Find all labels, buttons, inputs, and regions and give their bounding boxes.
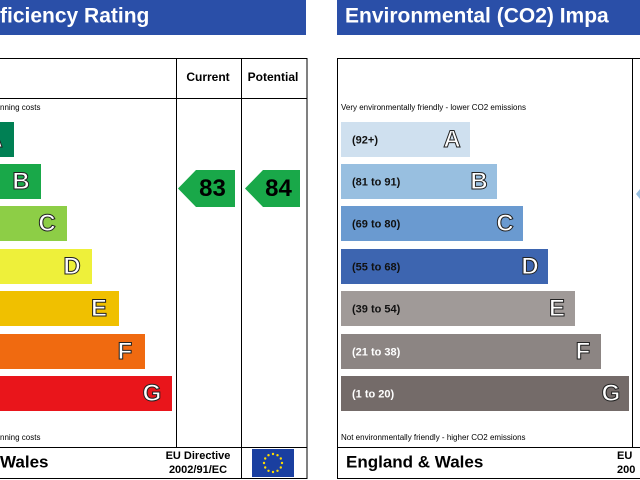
band-letter: B [470,168,487,195]
band-range: (92+) [352,134,378,146]
band-range: (81 to 91) [352,176,401,188]
top-note: Very environmentally friendly - lower CO… [341,103,526,112]
rating-band [341,334,601,369]
rating-band [0,249,92,284]
top-note: nning costs [0,103,40,112]
band-letter: B [12,168,29,195]
rating-value: 83 [199,175,226,202]
eu-star [262,461,266,465]
title-bar [0,0,306,35]
eu-star [279,466,282,469]
eu-stars [262,452,284,474]
rating-arrow [245,170,300,207]
rating-band [341,122,470,157]
rating-band [0,122,14,157]
left-title: ficiency Rating [0,5,149,28]
rating-value: 84 [265,175,292,202]
footer-directive: 200 [617,464,635,476]
rating-band [0,164,41,199]
eu-star [280,461,284,465]
band-letter: F [576,338,591,365]
right-title: Environmental (CO2) Impa [345,5,609,28]
rating-band [0,334,145,369]
band-letter: A [443,126,460,153]
band-letter: C [496,210,513,237]
footer-directive: EU [617,450,632,462]
column-header: Potential [248,70,299,84]
column-header: Current [186,70,229,84]
rating-band [341,291,575,326]
rating-band [341,206,523,241]
bottom-note: Not environmentally friendly - higher CO… [341,433,526,442]
eu-star [264,466,267,469]
band-range: (55 to 68) [352,261,401,273]
band-letter: A [0,126,3,153]
eu-star [271,470,275,474]
arrow-fragment [636,189,640,199]
band-letter: D [521,253,538,280]
band-letter: G [143,380,162,407]
rating-band [341,164,497,199]
eu-star [267,469,270,472]
band-range: (1 to 20) [352,388,395,400]
footer-directive: 2002/91/EC [169,464,227,476]
eu-star [279,457,282,460]
rating-band [341,376,629,411]
rating-band [0,206,67,241]
eu-star [276,469,279,472]
band-range: (21 to 38) [352,346,401,358]
band-range: (39 to 54) [352,303,401,315]
eu-star [267,454,270,457]
eu-star [276,454,279,457]
bottom-note: nning costs [0,433,40,442]
band-letter: E [91,295,107,322]
rating-band [341,249,548,284]
band-letter: D [63,253,80,280]
band-letter: F [118,338,133,365]
footer-region: Wales [0,452,49,471]
rating-band [0,291,119,326]
eu-star [271,452,275,456]
rating-band [0,376,172,411]
footer-directive: EU Directive [166,450,231,462]
right-frame [337,58,640,479]
title-bar [337,0,640,35]
left-frame [0,58,308,479]
band-letter: G [602,380,621,407]
eu-star [264,457,267,460]
band-letter: C [38,210,55,237]
band-letter: E [549,295,565,322]
band-range: (69 to 80) [352,218,401,230]
footer-region: England & Wales [346,452,483,471]
rating-arrow [178,170,235,207]
